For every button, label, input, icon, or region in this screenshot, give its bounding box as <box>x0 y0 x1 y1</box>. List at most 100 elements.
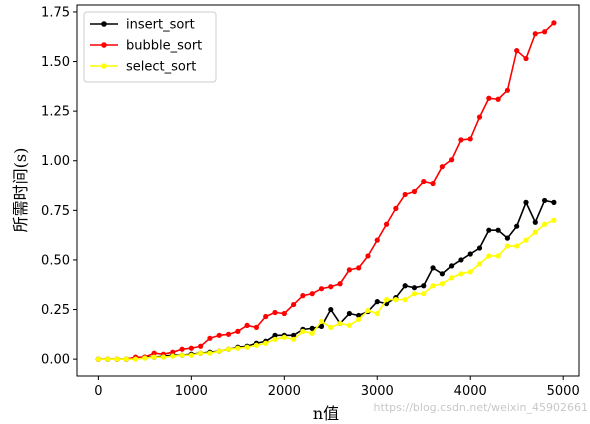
data-point <box>551 217 557 223</box>
data-point <box>523 55 529 62</box>
data-point <box>458 271 464 277</box>
data-point <box>179 346 185 352</box>
data-point <box>291 301 297 308</box>
data-point <box>281 334 287 340</box>
data-point <box>207 350 213 356</box>
data-point <box>105 356 111 362</box>
data-point <box>281 310 287 317</box>
data-point <box>449 275 455 281</box>
y-tick-label: 1.25 <box>41 105 70 120</box>
data-point <box>467 136 473 142</box>
data-point <box>411 188 418 195</box>
data-point <box>95 356 101 362</box>
data-point <box>449 157 455 163</box>
x-tick-label: 4000 <box>454 384 487 399</box>
data-point <box>235 328 241 334</box>
y-axis-label: 所需时间(s) <box>11 148 30 233</box>
data-point <box>383 221 390 227</box>
data-point <box>216 348 222 354</box>
data-point <box>207 335 213 341</box>
data-point <box>467 251 473 257</box>
data-point <box>542 197 548 204</box>
x-tick-label: 5000 <box>547 384 580 399</box>
data-point <box>346 310 352 317</box>
data-point <box>123 356 129 362</box>
data-point <box>328 306 334 313</box>
x-tick-label: 0 <box>94 384 102 399</box>
data-point <box>439 271 445 277</box>
axis-ticks: 0 1000 2000 3000 4000 5000 0.00 0.25 0.50 0.75 1.0… <box>41 5 580 399</box>
data-point <box>467 269 473 275</box>
data-point <box>328 284 334 290</box>
data-point <box>318 323 325 329</box>
data-point <box>402 191 408 198</box>
data-point <box>328 324 334 330</box>
data-point <box>514 48 520 54</box>
data-point <box>132 356 139 362</box>
data-point <box>291 332 297 338</box>
data-point <box>504 87 511 93</box>
series-bubble-sort <box>95 20 557 362</box>
data-point <box>170 353 176 359</box>
data-point <box>309 330 315 336</box>
data-point <box>318 286 325 292</box>
legend-marker <box>101 42 107 48</box>
data-point <box>272 309 278 316</box>
legend-marker <box>101 21 107 27</box>
data-point <box>430 283 436 289</box>
data-point <box>542 221 548 227</box>
data-point <box>402 297 408 303</box>
data-point <box>272 336 278 342</box>
data-point <box>449 263 455 269</box>
data-point <box>495 227 501 233</box>
data-point <box>235 345 241 351</box>
data-point <box>421 283 427 289</box>
y-tick-label: 1.00 <box>41 154 70 169</box>
data-point <box>421 178 427 185</box>
x-tick-label: 1000 <box>175 384 208 399</box>
data-point <box>374 237 380 243</box>
data-point <box>532 31 538 37</box>
data-point <box>188 352 194 358</box>
data-point <box>439 164 445 170</box>
legend-label: bubble_sort <box>126 39 202 54</box>
data-point <box>430 180 436 187</box>
data-point <box>225 346 232 352</box>
data-point <box>514 243 520 249</box>
y-tick-label: 0.75 <box>41 204 70 219</box>
data-point <box>402 283 408 289</box>
data-point <box>244 344 250 350</box>
data-point <box>337 320 343 327</box>
data-point <box>374 310 380 317</box>
data-point <box>486 227 492 233</box>
data-point <box>244 322 250 329</box>
legend-items: insert_sort bubble_sort select_sort <box>90 18 202 75</box>
data-point <box>198 343 204 349</box>
data-point <box>356 265 362 271</box>
data-point <box>337 281 343 287</box>
data-point <box>253 342 260 348</box>
data-point <box>458 137 464 143</box>
data-point <box>291 336 297 342</box>
legend-box <box>83 11 217 83</box>
data-point <box>486 95 492 101</box>
data-point <box>495 253 501 259</box>
x-tick-label: 3000 <box>361 384 394 399</box>
data-point <box>374 299 380 305</box>
data-point <box>430 265 436 271</box>
data-point <box>523 199 529 205</box>
x-axis-label: n值 <box>313 404 339 423</box>
series-select-sort <box>95 217 557 362</box>
y-tick-label: 0.00 <box>41 353 70 368</box>
data-point <box>486 253 492 259</box>
data-point <box>225 331 232 337</box>
data-point <box>532 219 538 225</box>
data-point <box>476 245 483 251</box>
data-point <box>151 354 157 360</box>
y-tick-label: 0.50 <box>41 253 70 268</box>
x-tick-label: 2000 <box>268 384 301 399</box>
data-point <box>216 332 222 338</box>
data-point <box>504 243 511 249</box>
data-point <box>142 355 148 361</box>
